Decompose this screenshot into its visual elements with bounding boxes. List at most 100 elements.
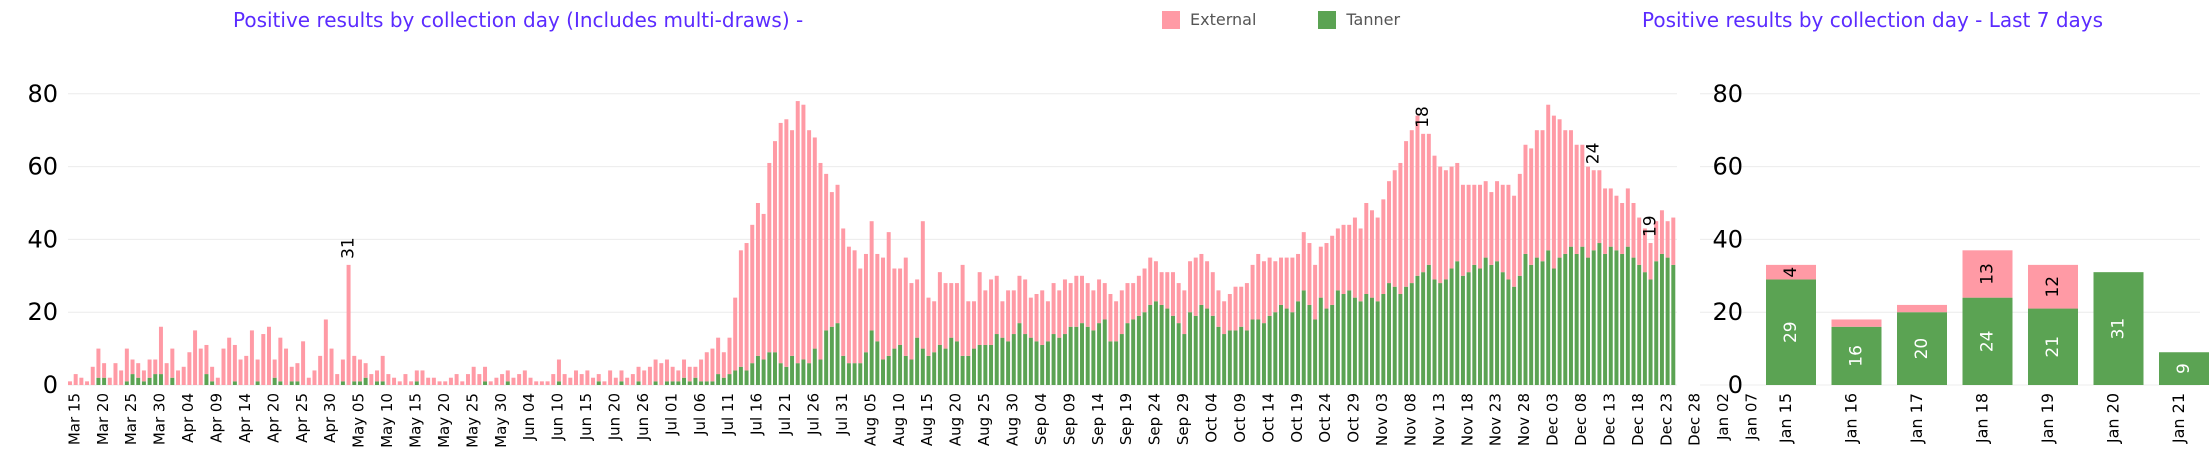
main-bar-tanner bbox=[869, 330, 874, 385]
main-bar-tanner bbox=[1136, 315, 1141, 385]
main-bar-tanner bbox=[340, 381, 345, 385]
main-bar-tanner bbox=[96, 377, 101, 385]
main-bar-external bbox=[1557, 119, 1562, 258]
main-bar-external bbox=[454, 374, 459, 385]
main-x-tick-label: Dec 18 bbox=[1629, 393, 1647, 446]
main-x-tick-label: Sep 09 bbox=[1060, 393, 1078, 445]
main-bar-external bbox=[534, 381, 539, 385]
main-x-tick-label: Dec 08 bbox=[1572, 393, 1590, 446]
main-bar-external bbox=[932, 301, 937, 353]
main-bar-external bbox=[1580, 144, 1585, 247]
main-bar-external bbox=[625, 377, 630, 385]
main-bar-external bbox=[1540, 130, 1545, 262]
main-bar-external bbox=[187, 352, 192, 385]
main-bar-tanner bbox=[670, 381, 675, 385]
main-bar-external bbox=[1313, 264, 1318, 320]
main-bar-external bbox=[397, 381, 402, 385]
main-bar-tanner bbox=[1256, 319, 1261, 385]
main-bar-external bbox=[1483, 181, 1488, 258]
main-bar-tanner bbox=[835, 323, 840, 385]
main-bar-external bbox=[937, 272, 942, 345]
main-bar-external bbox=[272, 359, 277, 378]
main-bar-external bbox=[465, 374, 470, 385]
main-bar-tanner bbox=[1654, 261, 1659, 385]
main-bar-external bbox=[1409, 130, 1414, 284]
main-bar-external bbox=[318, 355, 323, 385]
main-bar-external bbox=[687, 366, 692, 382]
main-bar-tanner bbox=[1170, 315, 1175, 385]
main-bar-tanner bbox=[1091, 330, 1096, 385]
main-bar-external bbox=[1023, 279, 1028, 335]
main-bar-tanner bbox=[1102, 319, 1107, 385]
side-bar-external bbox=[1962, 250, 2013, 298]
main-bar-external bbox=[511, 377, 516, 385]
main-bar-tanner bbox=[784, 366, 789, 385]
main-bar-tanner bbox=[1239, 326, 1244, 385]
main-bar-tanner bbox=[1387, 283, 1392, 385]
main-bar-tanner bbox=[1273, 312, 1278, 385]
main-bar-tanner bbox=[812, 348, 817, 385]
main-bar-tanner bbox=[380, 381, 385, 385]
main-bar-external bbox=[1199, 253, 1204, 305]
main-bar-tanner bbox=[375, 381, 379, 385]
main-x-tick-label: Mar 30 bbox=[151, 393, 169, 445]
main-bar-tanner bbox=[1176, 323, 1181, 385]
main-x-tick-label: Apr 20 bbox=[264, 393, 282, 443]
main-bar-tanner bbox=[130, 374, 135, 385]
main-bar-tanner bbox=[1574, 253, 1579, 385]
main-bar-tanner bbox=[1415, 275, 1420, 385]
main-bar-external bbox=[1426, 133, 1431, 265]
main-bar-tanner bbox=[1068, 326, 1073, 385]
side-y-tick-label: 40 bbox=[1712, 225, 1743, 253]
main-bar-external bbox=[1330, 235, 1335, 305]
main-bar-external bbox=[1034, 294, 1039, 342]
main-bar-tanner bbox=[1153, 301, 1158, 385]
main-bar-external bbox=[1097, 279, 1102, 324]
main-bar-tanner bbox=[1313, 319, 1318, 385]
main-bar-external bbox=[1256, 253, 1261, 320]
main-bar-tanner bbox=[903, 355, 908, 385]
main-bar-external bbox=[863, 253, 868, 353]
main-bar-external bbox=[528, 377, 533, 385]
main-bar-tanner bbox=[505, 381, 510, 385]
main-bar-external bbox=[841, 228, 846, 356]
main-bar-tanner bbox=[1307, 304, 1312, 385]
main-bar-external bbox=[1495, 181, 1500, 262]
main-bar-external bbox=[1563, 130, 1568, 254]
main-bar-external bbox=[693, 366, 698, 378]
main-bar-tanner bbox=[483, 381, 488, 385]
main-bar-tanner bbox=[136, 377, 141, 385]
side-tanner-label: 9 bbox=[2174, 363, 2194, 374]
main-bar-external bbox=[448, 377, 453, 385]
main-bar-external bbox=[170, 348, 175, 378]
main-bar-tanner bbox=[818, 359, 823, 385]
main-bar-tanner bbox=[1517, 275, 1522, 385]
main-bar-external bbox=[1125, 283, 1130, 324]
main-x-tick-label: Jul 01 bbox=[662, 393, 680, 436]
main-x-tick-label: Aug 20 bbox=[947, 393, 965, 446]
main-bar-external bbox=[1421, 133, 1426, 273]
main-bar-external bbox=[1085, 283, 1090, 327]
main-bar-tanner bbox=[1341, 294, 1346, 385]
main-x-tick-label: Oct 29 bbox=[1345, 393, 1363, 443]
main-bar-external bbox=[147, 359, 152, 378]
main-bar-tanner bbox=[994, 334, 999, 385]
main-bar-external bbox=[443, 381, 448, 385]
main-bar-tanner bbox=[1045, 341, 1050, 385]
main-bar-external bbox=[460, 381, 465, 385]
main-data-label: 19 bbox=[1641, 215, 1661, 237]
main-bar-external bbox=[153, 359, 158, 375]
main-bar-external bbox=[431, 377, 436, 385]
main-x-tick-label: Oct 19 bbox=[1288, 393, 1306, 443]
main-x-tick-label: Dec 23 bbox=[1657, 393, 1675, 446]
main-bar-tanner bbox=[636, 381, 641, 385]
main-bar-external bbox=[500, 374, 505, 385]
side-bar-external bbox=[2028, 264, 2078, 309]
main-bar-tanner bbox=[1557, 257, 1562, 385]
main-x-tick-label: Nov 28 bbox=[1515, 393, 1533, 446]
main-bar-external bbox=[357, 359, 362, 382]
main-bar-tanner bbox=[687, 381, 692, 385]
main-bar-external bbox=[289, 366, 294, 382]
main-bar-external bbox=[113, 363, 118, 385]
